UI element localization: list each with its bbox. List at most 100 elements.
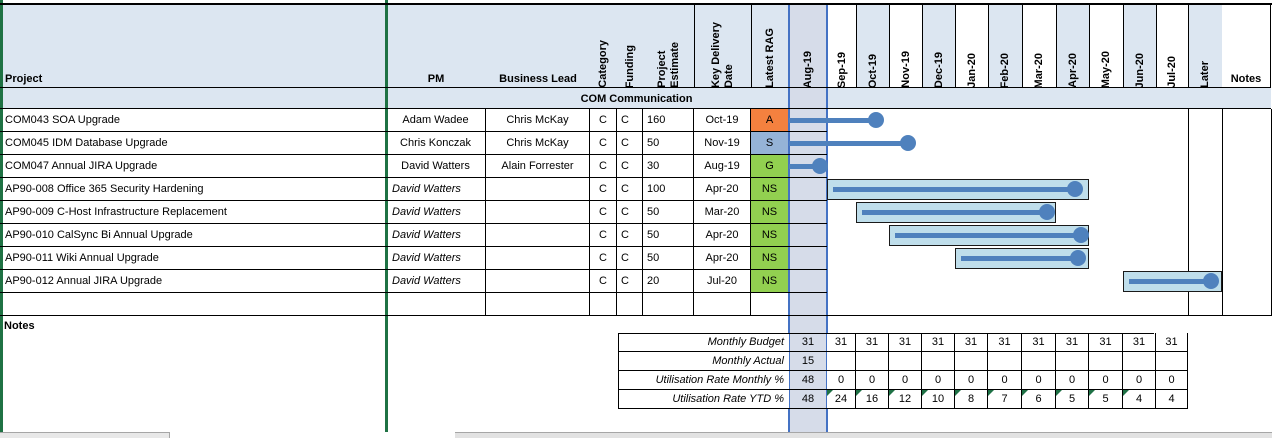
summary-cell-1-10[interactable] — [1123, 352, 1156, 371]
summary-cell-2-11[interactable]: 0 — [1156, 371, 1188, 390]
col-header-jan-20[interactable]: Jan-20 — [955, 4, 988, 88]
summary-cell-2-6[interactable]: 0 — [988, 371, 1022, 390]
cell-project-0-value: COM043 SOA Upgrade — [5, 114, 120, 126]
cell-project-3[interactable]: AP90-008 Office 365 Security Hardening — [2, 178, 386, 201]
summary-cell-1-7[interactable] — [1022, 352, 1056, 371]
col-header-aug-19[interactable]: Aug-19 — [789, 4, 827, 88]
summary-cell-3-9[interactable]: 5 — [1089, 390, 1123, 409]
summary-cell-3-4[interactable]: 10 — [922, 390, 955, 409]
summary-cell-2-9[interactable]: 0 — [1089, 371, 1123, 390]
scrollbar-strip[interactable] — [455, 432, 1272, 438]
cell-delivery-date-2[interactable]: Aug-19 — [694, 155, 751, 178]
summary-cell-3-1[interactable]: 24 — [827, 390, 856, 409]
cell-delivery-date-6[interactable]: Apr-20 — [694, 247, 751, 270]
summary-cell-1-8[interactable] — [1056, 352, 1089, 371]
col-header-mar-20[interactable]: Mar-20 — [1022, 4, 1056, 88]
col-header-project[interactable]: Project — [2, 4, 386, 88]
summary-value: 31 — [834, 336, 848, 348]
col-header-jul-20[interactable]: Jul-20 — [1156, 4, 1188, 88]
summary-cell-1-1[interactable] — [827, 352, 856, 371]
summary-cell-2-8[interactable]: 0 — [1056, 371, 1089, 390]
col-header-feb-20[interactable]: Feb-20 — [988, 4, 1022, 88]
summary-cell-2-2[interactable]: 0 — [856, 371, 889, 390]
summary-cell-3-10[interactable]: 4 — [1123, 390, 1156, 409]
summary-label-2[interactable]: Utilisation Rate Monthly % — [618, 371, 789, 390]
summary-cell-3-2[interactable]: 16 — [856, 390, 889, 409]
summary-cell-0-10[interactable]: 31 — [1123, 333, 1156, 352]
summary-cell-1-9[interactable] — [1089, 352, 1123, 371]
group-header-row[interactable]: COM Communication — [2, 88, 1271, 109]
summary-cell-0-2[interactable]: 31 — [856, 333, 889, 352]
cell-estimate-1-value: 50 — [647, 137, 660, 149]
summary-cell-1-3[interactable] — [889, 352, 922, 371]
summary-cell-0-8[interactable]: 31 — [1056, 333, 1089, 352]
summary-cell-1-5[interactable] — [955, 352, 988, 371]
milestone-marker — [900, 135, 917, 151]
col-header-may-20[interactable]: May-20 — [1089, 4, 1123, 88]
summary-cell-0-3[interactable]: 31 — [889, 333, 922, 352]
col-header-latest-rag[interactable]: Latest RAG — [751, 4, 789, 88]
summary-cell-2-0[interactable]: 48 — [789, 371, 827, 390]
gantt-line — [895, 233, 1082, 238]
summary-cell-1-2[interactable] — [856, 352, 889, 371]
cell-delivery-date-0[interactable]: Oct-19 — [694, 109, 751, 132]
cell-rag-status-4-value: NS — [761, 206, 778, 218]
summary-cell-2-4[interactable]: 0 — [922, 371, 955, 390]
summary-cell-3-3[interactable]: 12 — [889, 390, 922, 409]
gantt-line — [789, 141, 909, 146]
cell-rag-status-7-value: NS — [761, 275, 778, 287]
summary-cell-2-5[interactable]: 0 — [955, 371, 988, 390]
summary-cell-2-10[interactable]: 0 — [1123, 371, 1156, 390]
cell-funding-1-value: C — [621, 137, 629, 149]
col-header-key-delivery-date[interactable]: Key Delivery Date — [694, 4, 751, 88]
summary-cell-0-1[interactable]: 31 — [827, 333, 856, 352]
cell-business-lead-2[interactable]: Alain Forrester — [486, 155, 590, 178]
summary-cell-3-7[interactable]: 6 — [1022, 390, 1056, 409]
col-header-later[interactable]: Later — [1188, 4, 1222, 88]
summary-cell-3-11[interactable]: 4 — [1156, 390, 1188, 409]
summary-cell-3-0[interactable]: 48 — [789, 390, 827, 409]
summary-cell-0-6[interactable]: 31 — [988, 333, 1022, 352]
summary-cell-1-11[interactable] — [1156, 352, 1188, 371]
cell-pm-7[interactable]: David Watters — [386, 270, 486, 293]
summary-label-0[interactable]: Monthly Budget — [618, 333, 789, 352]
col-header-nov-19[interactable]: Nov-19 — [889, 4, 922, 88]
cell-project-7[interactable]: AP90-012 Annual JIRA Upgrade — [2, 270, 386, 293]
col-header-jun-20[interactable]: Jun-20 — [1123, 4, 1156, 88]
summary-cell-2-7[interactable]: 0 — [1022, 371, 1056, 390]
summary-cell-2-1[interactable]: 0 — [827, 371, 856, 390]
col-header-dec-19[interactable]: Dec-19 — [922, 4, 955, 88]
col-header-pm[interactable]: PM — [386, 4, 486, 88]
summary-cell-0-7[interactable]: 31 — [1022, 333, 1056, 352]
summary-label-1[interactable]: Monthly Actual — [618, 352, 789, 371]
cell-project-0[interactable]: COM043 SOA Upgrade — [2, 109, 386, 132]
summary-cell-0-0[interactable]: 31 — [789, 333, 827, 352]
cell-delivery-date-5[interactable]: Apr-20 — [694, 224, 751, 247]
summary-cell-0-11[interactable]: 31 — [1156, 333, 1188, 352]
summary-cell-1-0[interactable]: 15 — [789, 352, 827, 371]
col-header-oct-19[interactable]: Oct-19 — [856, 4, 889, 88]
cell-estimate-2[interactable]: 30 — [643, 155, 694, 178]
summary-cell-3-8[interactable]: 5 — [1056, 390, 1089, 409]
summary-cell-0-9[interactable]: 31 — [1089, 333, 1123, 352]
col-header-sep-19[interactable]: Sep-19 — [827, 4, 856, 88]
notes-section-label[interactable]: Notes — [4, 320, 35, 332]
summary-cell-0-5[interactable]: 31 — [955, 333, 988, 352]
cell-rag-status-3[interactable]: NS — [751, 178, 789, 201]
col-header-business-lead[interactable]: Business Lead — [486, 4, 590, 88]
summary-cell-3-5[interactable]: 8 — [955, 390, 988, 409]
summary-cell-0-4[interactable]: 31 — [922, 333, 955, 352]
cell-delivery-date-1-value: Nov-19 — [704, 137, 740, 149]
summary-cell-2-3[interactable]: 0 — [889, 371, 922, 390]
summary-value: 31 — [998, 336, 1011, 348]
col-header-notes[interactable]: Notes — [1222, 4, 1271, 88]
summary-value: 0 — [901, 374, 909, 386]
summary-cell-3-6[interactable]: 7 — [988, 390, 1022, 409]
cell-pm-5[interactable]: David Watters — [386, 224, 486, 247]
summary-cell-1-6[interactable] — [988, 352, 1022, 371]
summary-cell-1-4[interactable] — [922, 352, 955, 371]
col-header-apr-20[interactable]: Apr-20 — [1056, 4, 1089, 88]
summary-label-3[interactable]: Utilisation Rate YTD % — [618, 390, 789, 409]
sheet-tab[interactable] — [0, 432, 170, 438]
cell-project-1[interactable]: COM045 IDM Database Upgrade — [2, 132, 386, 155]
